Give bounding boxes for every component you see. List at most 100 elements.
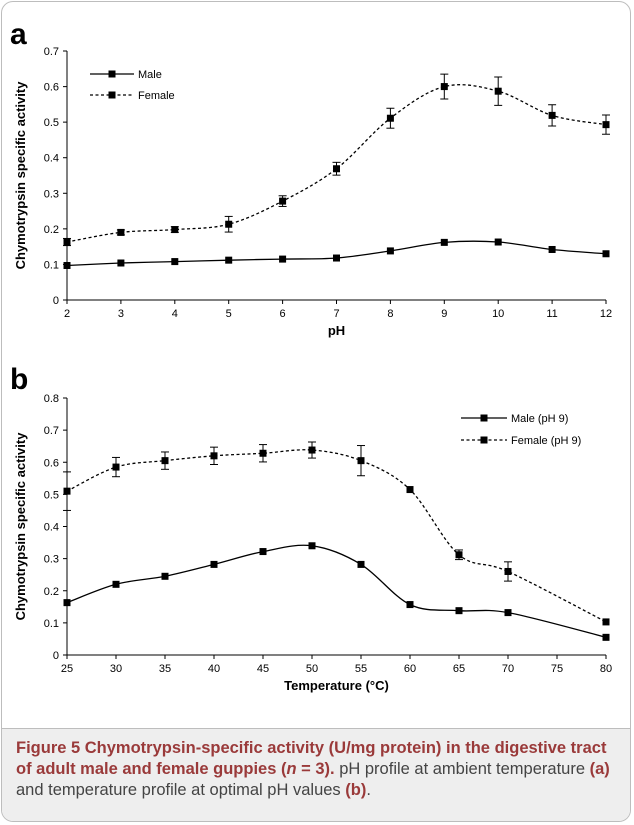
x-tick-label: 6 (280, 308, 286, 320)
data-point (161, 572, 169, 580)
legend-marker (108, 91, 116, 99)
x-tick-label: 70 (502, 663, 514, 675)
x-tick-label: 75 (551, 663, 563, 675)
data-point (357, 560, 365, 568)
data-point (548, 111, 556, 119)
y-tick-label: 0.8 (44, 393, 59, 405)
data-point (494, 87, 502, 95)
y-tick-label: 0.6 (44, 82, 59, 94)
y-tick-label: 0.5 (44, 117, 59, 129)
y-tick-label: 0.1 (44, 618, 59, 630)
x-axis-title: Temperature (°C) (284, 678, 389, 693)
x-tick-label: 5 (226, 308, 232, 320)
data-point (308, 542, 316, 550)
panel-label: a (10, 18, 27, 51)
data-point (386, 114, 394, 122)
data-point (210, 452, 218, 460)
y-tick-label: 0.3 (44, 554, 59, 566)
y-tick-label: 0.5 (44, 489, 59, 501)
series-line-male (66, 544, 607, 638)
data-point (259, 548, 267, 556)
y-tick-label: 0 (53, 295, 59, 307)
data-point (225, 220, 233, 228)
data-point (386, 247, 394, 255)
y-tick-label: 0.7 (44, 425, 59, 437)
data-point (602, 250, 610, 258)
data-point (112, 580, 120, 588)
y-tick-label: 0.4 (44, 153, 59, 165)
legend-marker (108, 70, 116, 78)
x-tick-label: 30 (110, 663, 122, 675)
data-point (333, 165, 340, 173)
data-point (279, 197, 287, 205)
data-point (504, 567, 512, 575)
series-line-female (66, 84, 607, 243)
y-tick-label: 0.7 (44, 46, 59, 58)
data-point (602, 121, 610, 129)
x-tick-label: 45 (257, 663, 269, 675)
x-tick-label: 3 (118, 308, 124, 320)
data-point (455, 607, 463, 615)
data-point (171, 258, 179, 266)
data-point (494, 238, 502, 246)
legend-label: Male (138, 69, 162, 81)
x-tick-label: 11 (546, 308, 557, 320)
data-point (602, 618, 610, 626)
x-tick-label: 4 (172, 308, 178, 320)
legend-label: Female (pH 9) (511, 435, 581, 447)
legend-marker (480, 414, 488, 422)
x-tick-label: 12 (600, 308, 612, 320)
chart-panel-a: a 0 0.1 0.2 0.3 0.4 0.5 0.6 0.7 2 3 4 5 6 7 8 9 10 11 12 pH C… (10, 18, 612, 338)
data-point (117, 259, 125, 267)
series-line-female (66, 449, 607, 623)
data-point (63, 238, 71, 246)
data-point (406, 601, 414, 609)
data-point (259, 449, 267, 457)
data-point (357, 457, 365, 465)
data-point (225, 256, 233, 264)
data-point (548, 245, 556, 253)
x-tick-label: 2 (64, 308, 70, 320)
figure-caption-box: Figure 5 Chymotrypsin-specific activity … (2, 728, 630, 821)
legend-label: Female (138, 90, 175, 102)
series-line-male (66, 240, 607, 267)
x-tick-label: 9 (441, 308, 447, 320)
data-point (504, 609, 512, 617)
y-axis-title: Chymotrypsin specific activity (13, 432, 28, 621)
data-point (63, 261, 71, 269)
caption-ref-a: (a) (589, 760, 610, 778)
data-point (602, 633, 610, 641)
x-tick-label: 80 (600, 663, 612, 675)
data-point (406, 486, 414, 494)
caption-ref-b: (b) (345, 781, 367, 799)
data-point (308, 446, 316, 454)
y-tick-label: 0.1 (44, 259, 59, 271)
data-point (210, 560, 218, 568)
y-axis-title: Chymotrypsin specific activity (13, 81, 28, 270)
data-point (63, 599, 71, 607)
data-point (333, 254, 340, 262)
x-tick-label: 25 (61, 663, 73, 675)
y-tick-label: 0.3 (44, 188, 59, 200)
data-point (279, 255, 287, 263)
x-tick-label: 65 (453, 663, 465, 675)
legend-marker (480, 436, 488, 444)
legend-label: Male (pH 9) (511, 413, 568, 425)
x-axis-title: pH (328, 323, 345, 338)
y-tick-label: 0.2 (44, 586, 59, 598)
x-tick-label: 7 (333, 308, 339, 320)
x-tick-label: 40 (208, 663, 220, 675)
data-point (440, 238, 448, 246)
data-point (171, 226, 179, 234)
figure-caption: Figure 5 Chymotrypsin-specific activity … (16, 738, 618, 801)
x-tick-label: 55 (355, 663, 367, 675)
x-tick-label: 60 (404, 663, 416, 675)
data-point (112, 463, 120, 471)
x-tick-label: 50 (306, 663, 318, 675)
data-point (455, 551, 463, 559)
data-point (117, 228, 125, 236)
x-tick-label: 8 (387, 308, 393, 320)
y-tick-label: 0.2 (44, 224, 59, 236)
x-tick-label: 35 (159, 663, 171, 675)
